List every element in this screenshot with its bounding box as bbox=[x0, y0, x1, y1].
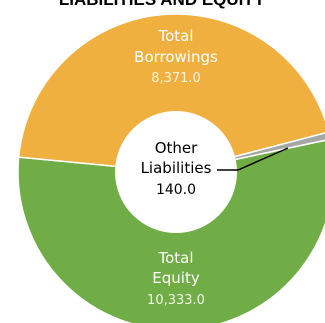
borrowings-label-line1: Total bbox=[157, 27, 193, 45]
other-liabilities-label: Other Liabilities 140.0 bbox=[141, 139, 212, 198]
equity-value: 10,333.0 bbox=[147, 293, 205, 308]
other-liabilities-label-line2: Liabilities bbox=[141, 159, 212, 177]
other-liabilities-leader-line bbox=[217, 147, 289, 171]
equity-label-line2: Equity bbox=[152, 269, 200, 287]
borrowings-value: 8,371.0 bbox=[151, 71, 201, 86]
other-liabilities-value: 140.0 bbox=[156, 182, 196, 198]
slice-total-borrowings bbox=[17, 13, 325, 173]
other-liabilities-label-line1: Other bbox=[155, 139, 198, 157]
equity-label: Total Equity 10,333.0 bbox=[147, 249, 205, 308]
chart-title: LIABILITIES AND EQUITY bbox=[59, 0, 266, 9]
borrowings-label-line2: Borrowings bbox=[134, 48, 218, 66]
equity-label-line1: Total bbox=[157, 249, 193, 267]
borrowings-label: Total Borrowings 8,371.0 bbox=[134, 27, 218, 86]
donut-hole bbox=[115, 111, 237, 233]
